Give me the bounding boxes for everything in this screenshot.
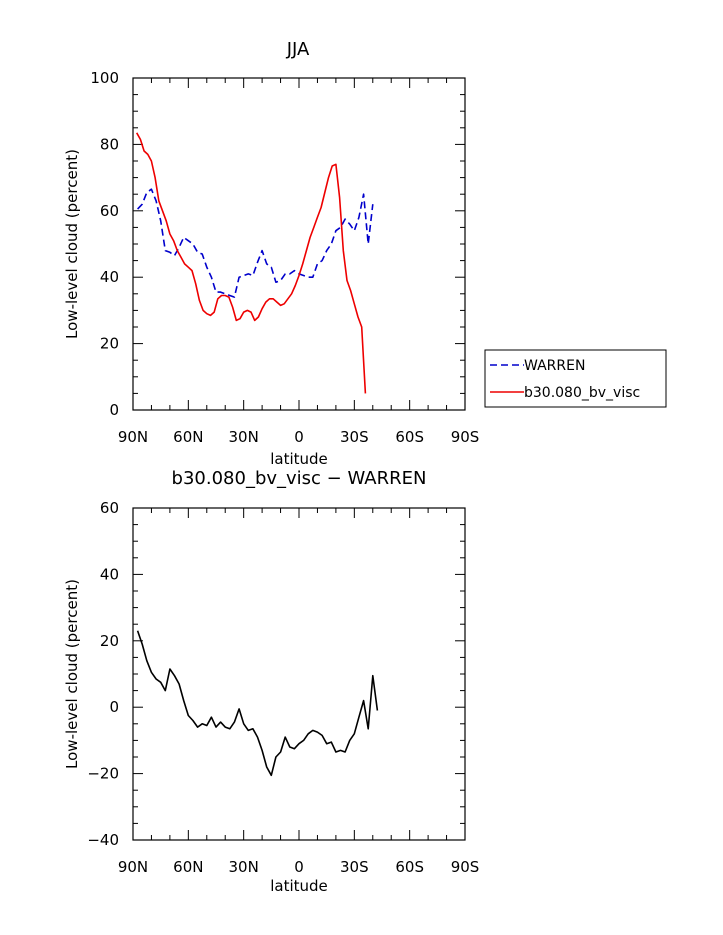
x-tick-label: 30S	[340, 858, 369, 876]
y-tick-label: 100	[90, 69, 119, 87]
bottom-series-line-0	[136, 630, 379, 777]
top-x-axis-label: latitude	[270, 450, 328, 468]
top-axis-ticks: 90N 60N 30N 0 30S 60S 90S 0 20 40 60 80 100	[90, 69, 479, 446]
bottom-panel: b30.080_bv_visc − WARREN 90N 60N 30N 0 30S 60…	[63, 468, 479, 895]
x-tick-label: 30N	[229, 428, 259, 446]
legend-label-model: b30.080_bv_visc	[524, 385, 640, 401]
y-tick-label: 80	[100, 135, 119, 153]
bottom-chart-title: b30.080_bv_visc − WARREN	[172, 468, 427, 489]
y-tick-label: −40	[87, 831, 119, 849]
top-chart-title: JJA	[286, 39, 310, 60]
top-panel: JJA 90N 60N 30N 0 30S 60S 90S 0 20 40 60 80 100 lati…	[63, 39, 479, 468]
y-tick-label: 20	[100, 335, 119, 353]
y-tick-label: 40	[100, 268, 119, 286]
bottom-series-group	[136, 630, 379, 777]
y-tick-label: 0	[109, 401, 119, 419]
bottom-axis-ticks: 90N 60N 30N 0 30S 60S 90S −40 −20 0 20 40 60	[87, 499, 479, 876]
x-tick-label: 90N	[118, 428, 148, 446]
x-tick-label: 90N	[118, 858, 148, 876]
top-plot-frame	[132, 77, 466, 411]
x-tick-label: 0	[294, 428, 304, 446]
top-series-group	[136, 132, 374, 394]
top-series-line-1	[136, 132, 367, 394]
x-tick-label: 0	[294, 858, 304, 876]
x-tick-label: 30N	[229, 858, 259, 876]
x-tick-label: 60N	[173, 858, 203, 876]
legend-label-warren: WARREN	[524, 358, 585, 374]
bottom-plot-frame	[132, 507, 466, 841]
bottom-x-axis-label: latitude	[270, 877, 328, 895]
top-y-axis-label: Low-level cloud (percent)	[63, 149, 81, 339]
y-tick-label: 20	[100, 632, 119, 650]
y-tick-label: 0	[109, 698, 119, 716]
top-series-line-0	[137, 188, 374, 298]
y-tick-label: 60	[100, 202, 119, 220]
y-tick-label: 40	[100, 565, 119, 583]
x-tick-label: 90S	[451, 858, 480, 876]
y-tick-label: 60	[100, 499, 119, 517]
bottom-y-axis-label: Low-level cloud (percent)	[63, 579, 81, 769]
x-tick-label: 30S	[340, 428, 369, 446]
legend-box	[484, 349, 667, 408]
x-tick-label: 90S	[451, 428, 480, 446]
x-tick-label: 60S	[395, 428, 424, 446]
legend: WARREN b30.080_bv_visc	[484, 349, 667, 408]
y-tick-label: −20	[87, 765, 119, 783]
x-tick-label: 60N	[173, 428, 203, 446]
x-tick-label: 60S	[395, 858, 424, 876]
